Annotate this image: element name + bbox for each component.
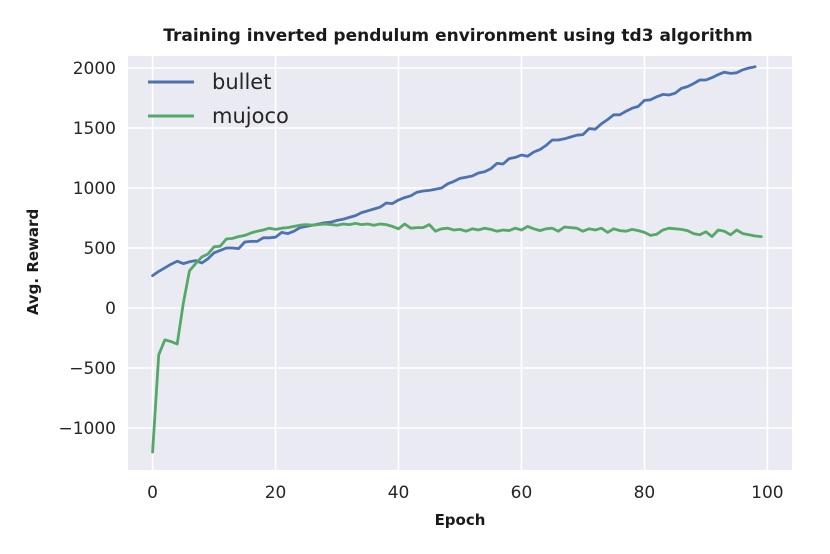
series-lines [151, 65, 763, 454]
y-tick-label: −1000 [58, 419, 116, 439]
x-tick-label: 40 [388, 483, 410, 503]
grid-lines [128, 56, 792, 470]
chart-title: Training inverted pendulum environment u… [163, 26, 753, 46]
y-tick-label: 1000 [73, 179, 116, 199]
x-tick-label: 20 [265, 483, 287, 503]
y-tick-labels: −1000 −500 0 500 1000 1500 2000 [58, 59, 116, 439]
y-tick-label: 2000 [73, 59, 116, 79]
x-axis-label: Epoch [435, 511, 486, 529]
y-axis-label: Avg. Reward [24, 209, 42, 315]
x-tick-label: 0 [147, 483, 158, 503]
y-tick-label: 1500 [73, 119, 116, 139]
legend: bullet mujoco [148, 70, 289, 128]
legend-label-mujoco: mujoco [212, 104, 289, 128]
x-tick-label: 60 [511, 483, 533, 503]
y-tick-label: 0 [105, 299, 116, 319]
y-tick-label: −500 [69, 359, 116, 379]
series-line-mujoco [151, 221, 763, 454]
x-tick-labels: 0 20 40 60 80 100 [147, 483, 783, 503]
plot-background [128, 56, 792, 470]
x-tick-label: 100 [751, 483, 783, 503]
legend-label-bullet: bullet [212, 70, 271, 94]
y-tick-label: 500 [84, 239, 116, 259]
series-line-bullet [151, 65, 757, 278]
x-tick-label: 80 [634, 483, 656, 503]
